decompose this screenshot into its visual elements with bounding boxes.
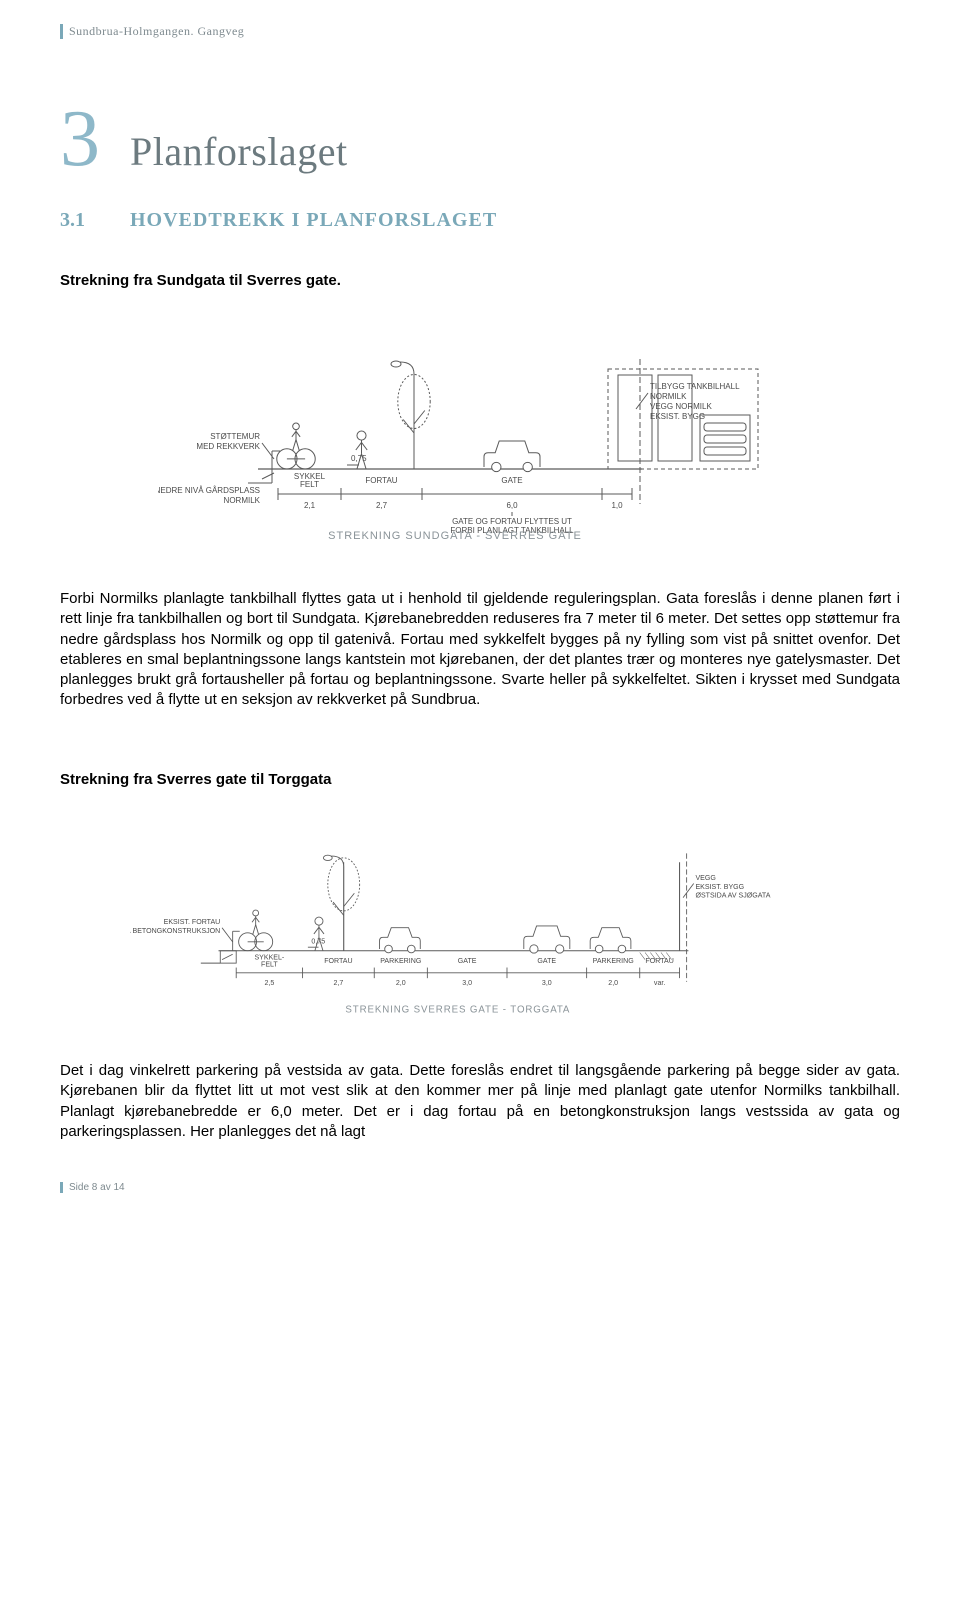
svg-text:MED REKKVERK: MED REKKVERK bbox=[196, 442, 260, 451]
svg-text:3,0: 3,0 bbox=[542, 980, 552, 987]
section-heading: 3.1 HOVEDTREKK I PLANFORSLAGET bbox=[60, 209, 900, 232]
svg-text:GATE: GATE bbox=[501, 476, 522, 485]
paragraph-2: Det i dag vinkelrett parkering på vestsi… bbox=[60, 1061, 900, 1142]
svg-text:SYKKEL-: SYKKEL- bbox=[254, 954, 284, 961]
section-number: 3.1 bbox=[60, 209, 100, 232]
svg-text:NEDRE NIVÅ GÅRDSPLASS: NEDRE NIVÅ GÅRDSPLASS bbox=[158, 486, 260, 495]
svg-text:TILBYGG TANKBILHALL: TILBYGG TANKBILHALL bbox=[650, 382, 740, 391]
svg-text:PÅ BETONGKONSTRUKSJON: PÅ BETONGKONSTRUKSJON bbox=[130, 926, 220, 935]
svg-text:EKSIST. BYGG: EKSIST. BYGG bbox=[650, 412, 705, 421]
svg-text:VEGG NORMILK: VEGG NORMILK bbox=[650, 402, 712, 411]
svg-text:2,0: 2,0 bbox=[608, 980, 618, 987]
svg-text:2,7: 2,7 bbox=[376, 501, 388, 510]
chapter-title: Planforslaget bbox=[130, 128, 348, 175]
svg-text:ØSTSIDA AV SJØGATA: ØSTSIDA AV SJØGATA bbox=[695, 892, 770, 899]
page-footer: Side 8 av 14 bbox=[60, 1182, 900, 1193]
svg-text:FELT: FELT bbox=[261, 961, 278, 968]
subheading-1: Strekning fra Sundgata til Sverres gate. bbox=[60, 272, 900, 289]
svg-text:FORTAU: FORTAU bbox=[365, 476, 397, 485]
figure-cross-section-1: 2,12,76,01,0SYKKELFELTFORTAUGATE0,75 STØ… bbox=[60, 319, 900, 549]
svg-text:EKSIST. FORTAU: EKSIST. FORTAU bbox=[164, 919, 221, 926]
page-header: Sundbrua-Holmgangen. Gangveg bbox=[60, 24, 900, 39]
svg-text:FORTAU: FORTAU bbox=[645, 958, 673, 965]
svg-text:3,0: 3,0 bbox=[462, 980, 472, 987]
svg-text:6,0: 6,0 bbox=[506, 501, 518, 510]
svg-text:NORMILK: NORMILK bbox=[224, 496, 261, 505]
svg-text:STREKNING SUNDGATA - SVERRES G: STREKNING SUNDGATA - SVERRES GATE bbox=[328, 530, 582, 542]
chapter-number: 3 bbox=[60, 99, 100, 179]
svg-text:2,1: 2,1 bbox=[304, 501, 316, 510]
svg-text:FORTAU: FORTAU bbox=[324, 958, 352, 965]
footer-text: Side 8 av 14 bbox=[69, 1182, 125, 1193]
header-text: Sundbrua-Holmgangen. Gangveg bbox=[69, 24, 244, 38]
cross-section-svg: 2,12,76,01,0SYKKELFELTFORTAUGATE0,75 STØ… bbox=[158, 319, 802, 549]
svg-text:2,7: 2,7 bbox=[333, 980, 343, 987]
svg-text:1,0: 1,0 bbox=[611, 501, 623, 510]
cross-section-svg: 2,5 2,7 2,0 3,0 3,0 2,0 var. SYKKEL-FELT FORTAU P… bbox=[130, 818, 830, 1022]
svg-text:STREKNING SVERRES GATE - TORGG: STREKNING SVERRES GATE - TORGGATA bbox=[345, 1004, 570, 1015]
svg-text:STØTTEMUR: STØTTEMUR bbox=[210, 432, 260, 441]
svg-text:var.: var. bbox=[654, 980, 665, 987]
svg-text:EKSIST. BYGG: EKSIST. BYGG bbox=[695, 883, 744, 890]
svg-text:2,5: 2,5 bbox=[264, 980, 274, 987]
svg-text:PARKERING: PARKERING bbox=[593, 958, 634, 965]
svg-text:VEGG: VEGG bbox=[695, 874, 715, 881]
svg-text:2,0: 2,0 bbox=[396, 980, 406, 987]
figure-cross-section-2: 2,5 2,7 2,0 3,0 3,0 2,0 var. SYKKEL-FELT FORTAU P… bbox=[60, 818, 900, 1022]
svg-text:GATE: GATE bbox=[537, 958, 556, 965]
svg-text:GATE OG FORTAU FLYTTES UT: GATE OG FORTAU FLYTTES UT bbox=[452, 517, 572, 526]
chapter-heading: 3 Planforslaget bbox=[60, 99, 900, 179]
subheading-2: Strekning fra Sverres gate til Torggata bbox=[60, 771, 900, 788]
svg-text:GATE: GATE bbox=[458, 958, 477, 965]
svg-text:FELT: FELT bbox=[300, 480, 319, 489]
svg-text:PARKERING: PARKERING bbox=[380, 958, 421, 965]
section-title: HOVEDTREKK I PLANFORSLAGET bbox=[130, 209, 497, 232]
svg-text:NORMILK: NORMILK bbox=[650, 392, 687, 401]
paragraph-1: Forbi Normilks planlagte tankbilhall fly… bbox=[60, 589, 900, 711]
